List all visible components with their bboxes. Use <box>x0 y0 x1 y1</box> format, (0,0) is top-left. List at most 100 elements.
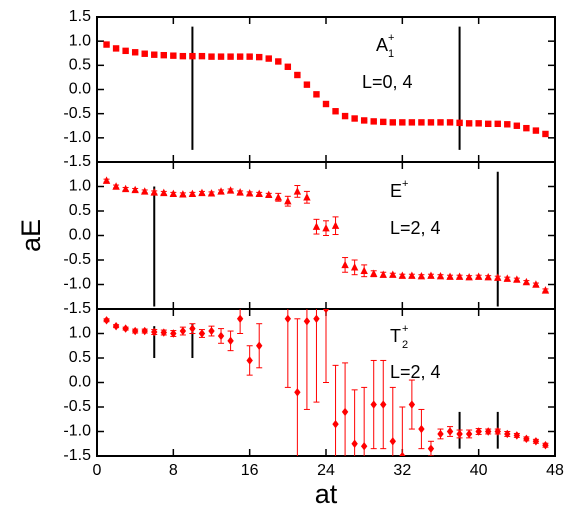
point <box>284 63 292 70</box>
y-tick-label: -1.5 <box>63 447 91 464</box>
panel: 1.5 1.0 0.5 0.0 -0.5 -1.0 -1.5 A+ 1 L=0, 4 <box>63 8 556 170</box>
y-tick-label: 1.0 <box>69 32 91 49</box>
point <box>399 119 406 126</box>
point <box>131 326 139 336</box>
point <box>294 71 301 79</box>
panel-label: E+ <box>390 178 408 201</box>
point <box>189 52 196 60</box>
point <box>465 120 473 127</box>
panel-note: L=2, 4 <box>390 362 441 382</box>
point <box>246 356 253 365</box>
point <box>160 51 167 59</box>
point <box>236 314 244 323</box>
point <box>160 188 168 197</box>
point <box>303 317 311 326</box>
point <box>370 400 377 409</box>
point <box>437 119 444 126</box>
point <box>341 112 349 120</box>
point <box>532 127 540 134</box>
point <box>379 270 387 278</box>
panel-note: L=2, 4 <box>390 218 441 238</box>
y-tick-label: 0.0 <box>69 374 91 391</box>
label-main: A <box>376 35 388 55</box>
point <box>408 400 416 409</box>
point <box>179 326 187 336</box>
point <box>112 45 120 52</box>
point <box>494 120 501 128</box>
point <box>151 327 158 337</box>
plot-area <box>102 171 550 307</box>
y-tick-label: -0.5 <box>63 251 91 268</box>
point <box>141 187 149 195</box>
point <box>103 41 110 48</box>
point <box>541 286 550 294</box>
y-axis-label: aE <box>16 219 46 252</box>
point <box>427 119 435 126</box>
point <box>341 407 349 417</box>
point <box>322 309 330 314</box>
y-tick-label: 0.5 <box>69 349 91 366</box>
point <box>360 442 368 451</box>
panel: 1.0 0.5 0.0 -0.5 -1.0 -1.5 E+ L=2, 4 aE <box>16 161 556 317</box>
point <box>427 271 435 279</box>
plot-area <box>103 26 549 150</box>
x-tick-label: 24 <box>317 462 335 479</box>
point <box>236 53 244 60</box>
point <box>112 182 120 190</box>
point <box>522 277 531 286</box>
panel-label: T+ 2 <box>390 323 408 351</box>
y-tick-label: -0.5 <box>63 105 91 122</box>
point <box>102 176 111 184</box>
point <box>380 118 387 126</box>
point <box>418 119 425 126</box>
point <box>436 271 445 280</box>
point <box>217 53 225 60</box>
point <box>151 51 158 58</box>
point <box>284 197 292 205</box>
point <box>208 326 215 336</box>
y-tick-label: 1.0 <box>69 325 91 342</box>
point <box>465 272 473 281</box>
point <box>542 441 549 450</box>
point <box>141 326 148 336</box>
point <box>532 437 540 446</box>
point <box>513 275 521 283</box>
y-tick-label: -0.5 <box>63 398 91 415</box>
label-main: E <box>390 181 402 201</box>
point <box>455 272 464 280</box>
point <box>503 274 511 282</box>
point <box>245 189 254 197</box>
point <box>131 185 139 194</box>
point <box>389 270 397 278</box>
point <box>170 329 177 338</box>
point <box>274 193 282 201</box>
point <box>504 121 511 128</box>
point <box>332 108 339 115</box>
point <box>417 271 426 280</box>
point <box>217 331 225 341</box>
point <box>179 190 187 198</box>
point <box>475 427 482 436</box>
point <box>523 124 530 132</box>
point <box>122 47 129 55</box>
point <box>169 189 178 198</box>
point <box>294 388 301 397</box>
point <box>446 119 454 126</box>
point <box>350 263 359 271</box>
point <box>141 50 148 57</box>
point <box>227 53 234 60</box>
point <box>188 189 197 198</box>
point <box>494 273 502 281</box>
point <box>150 188 158 196</box>
x-tick-label: 8 <box>169 462 178 479</box>
point <box>256 53 263 61</box>
point <box>484 272 492 281</box>
point <box>485 120 492 128</box>
x-axis-label: at <box>315 479 338 509</box>
point <box>513 122 521 129</box>
x-tick-label: 40 <box>470 462 488 479</box>
point <box>456 119 463 127</box>
point <box>284 314 292 323</box>
point <box>380 400 387 409</box>
